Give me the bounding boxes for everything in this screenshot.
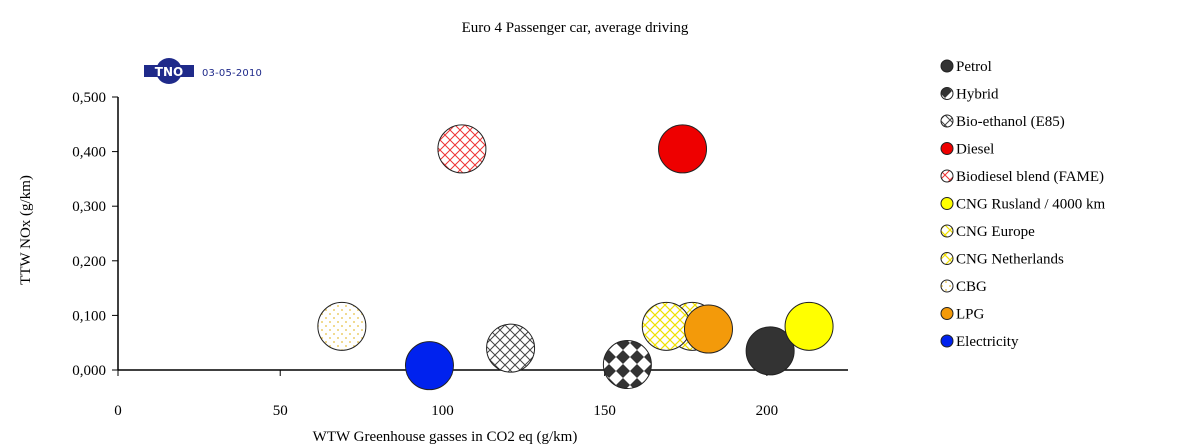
x-tick-label: 200 [756, 403, 779, 419]
legend-label: CNG Europe [956, 224, 1035, 240]
logo-date: 03-05-2010 [202, 68, 263, 79]
axes [117, 97, 848, 371]
bubble-bio-ethanol-e85 [486, 323, 536, 373]
y-tick-label: 0,200 [72, 254, 106, 270]
bubbles [317, 124, 834, 391]
x-tick-label: 100 [431, 403, 454, 419]
bubble-hybrid [602, 340, 652, 390]
x-tick-label: 0 [114, 403, 122, 419]
y-tick-label: 0,400 [72, 145, 106, 161]
bubble-biodiesel-blend-fame [437, 124, 487, 174]
legend-label: LPG [956, 307, 985, 323]
chart-title: Euro 4 Passenger car, average driving [462, 20, 689, 36]
legend-marker [940, 224, 954, 238]
y-tick-label: 0,300 [72, 199, 106, 215]
bubble-lpg [683, 304, 733, 354]
bubble-electricity [404, 341, 454, 391]
y-tick-label: 0,000 [72, 363, 106, 379]
legend-marker [940, 87, 954, 100]
legend-label: Diesel [956, 142, 994, 158]
y-tick-label: 0,100 [72, 308, 106, 324]
legend: Petrol Hybrid Bio-ethanol (E85) Diesel Biodi… [940, 59, 1106, 350]
y-ticks: 0,000 0,100 0,200 0,300 0,400 0,500 [72, 90, 118, 379]
legend-label: Biodiesel blend (FAME) [956, 169, 1104, 185]
legend-label: Hybrid [956, 87, 999, 103]
legend-marker [940, 279, 954, 293]
legend-label: CNG Rusland / 4000 km [956, 197, 1106, 213]
legend-marker [940, 142, 954, 155]
legend-marker [940, 114, 954, 128]
legend-label: CBG [956, 279, 987, 295]
x-tick-label: 50 [273, 403, 288, 419]
bubble-cbg [317, 301, 367, 351]
svg-text:TNO: TNO [155, 65, 183, 79]
legend-marker [940, 197, 954, 210]
legend-marker [940, 169, 954, 183]
legend-marker [940, 307, 954, 320]
legend-marker [940, 334, 954, 348]
legend-label: Electricity [956, 334, 1019, 350]
x-ticks: 0 50 100 150 200 [114, 370, 778, 419]
x-tick-label: 150 [593, 403, 616, 419]
legend-marker [940, 252, 954, 265]
legend-label: Petrol [956, 59, 992, 75]
bubble-cng-netherlands [641, 301, 691, 351]
bubble-diesel [658, 124, 708, 174]
bubble-cng-rusland-4000-km [784, 301, 834, 351]
y-axis-label: TTW NOx (g/km) [18, 175, 34, 285]
legend-marker [940, 59, 954, 73]
logo: TNO 03-05-2010 [140, 56, 320, 96]
y-tick-label: 0,500 [72, 90, 106, 106]
legend-label: Bio-ethanol (E85) [956, 114, 1065, 130]
x-axis-label: WTW Greenhouse gasses in CO2 eq (g/km) [313, 429, 578, 445]
bubble-petrol [745, 326, 795, 376]
legend-label: CNG Netherlands [956, 252, 1064, 268]
tno-logo-icon: TNO [144, 58, 194, 84]
